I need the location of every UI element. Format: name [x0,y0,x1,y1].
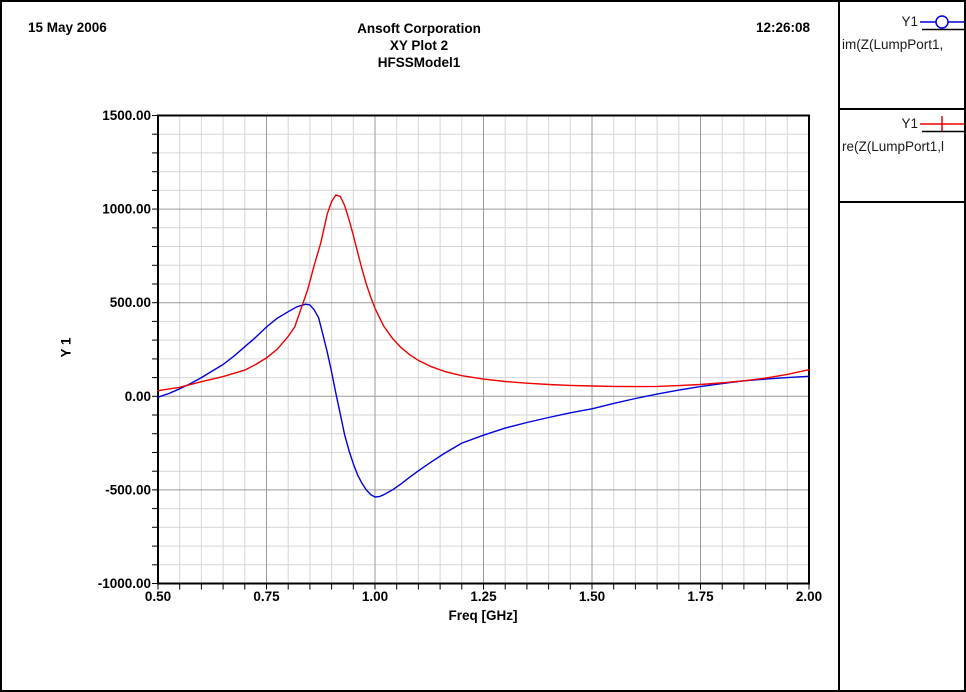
svg-text:1.50: 1.50 [579,589,605,604]
y-axis-title: Y 1 [58,337,74,358]
tick-labels: 0.50 0.75 1.00 1.25 1.50 1.75 2.00 1500.00 1000.… [98,108,822,604]
svg-text:1.25: 1.25 [470,589,497,604]
svg-text:1000.00: 1000.00 [102,202,151,217]
legend-entry-im[interactable]: Y1 im(Z(LumpPort1, [840,0,966,110]
series-curve-1[interactable] [157,194,810,392]
xy-plot-canvas: 0.50 0.75 1.00 1.25 1.50 1.75 2.00 1500.00 1000.… [98,108,822,604]
axis-ticks [152,115,810,590]
legend-curve-name-im: Y1 [901,14,918,29]
svg-text:-500.00: -500.00 [105,482,151,497]
x-axis-title: Freq [GHz] [448,608,518,623]
svg-text:500.00: 500.00 [110,295,151,310]
gridlines-major [157,115,810,584]
circle-marker-icon [935,15,949,29]
svg-text:2.00: 2.00 [796,589,822,604]
legend-panel: Y1 im(Z(LumpPort1, Y1 re(Z(LumpPort1,l [838,0,966,692]
header-title-block: Ansoft Corporation XY Plot 2 HFSSModel1 [0,20,838,71]
svg-text:0.75: 0.75 [253,589,280,604]
plot-title: XY Plot 2 [389,38,449,53]
legend-line-sample-re [920,116,966,133]
svg-text:1.00: 1.00 [362,589,388,604]
legend-expression-re: re(Z(LumpPort1,l [842,139,945,154]
legend-line-sample-im [920,15,966,31]
svg-text:-1000.00: -1000.00 [98,576,151,591]
svg-text:0.50: 0.50 [145,589,171,604]
legend-curve-name-re: Y1 [901,116,918,131]
header-time: 12:26:08 [755,20,810,35]
svg-text:1500.00: 1500.00 [102,108,151,123]
svg-text:0.00: 0.00 [125,389,151,404]
series-curve-0[interactable] [157,303,810,498]
company-name: Ansoft Corporation [357,21,481,36]
model-name: HFSSModel1 [377,55,461,70]
legend-expression-im: im(Z(LumpPort1, [842,37,944,52]
svg-text:1.75: 1.75 [687,589,714,604]
legend-entry-re[interactable]: Y1 re(Z(LumpPort1,l [840,110,966,203]
legend-row-im: Y1 [840,13,966,34]
legend-row-re: Y1 [840,115,966,136]
header-date: 15 May 2006 [28,20,107,35]
data-curves [157,194,810,498]
